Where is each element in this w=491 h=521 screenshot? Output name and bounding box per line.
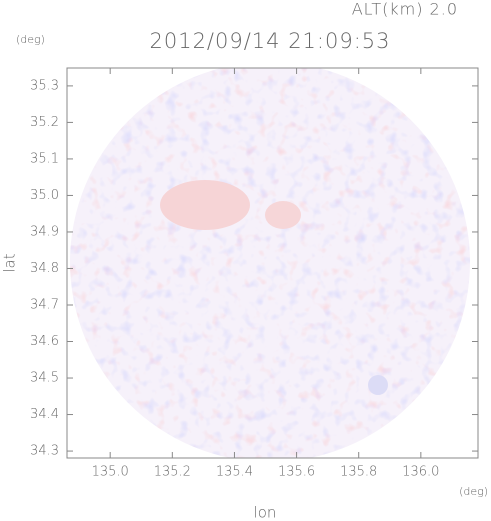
- x-tick-label: 135.2: [154, 465, 191, 480]
- y-tick-label: 35.2: [30, 115, 59, 130]
- y-tick-label: 35.3: [30, 78, 59, 93]
- y-axis-label: lat: [1, 253, 19, 272]
- y-tick-label: 34.8: [30, 261, 59, 276]
- x-tick-label: 135.6: [278, 465, 315, 480]
- y-tick-label: 34.4: [30, 407, 59, 422]
- y-tick-label: 34.9: [30, 224, 59, 239]
- y-tick-label: 35.0: [30, 188, 59, 203]
- x-axis-label: lon: [254, 504, 277, 521]
- chart-title: 2012/09/14 21:09:53: [149, 29, 390, 53]
- y-tick-label: 34.3: [30, 444, 59, 459]
- radar-field: [70, 68, 470, 458]
- y-tick-label: 34.6: [30, 334, 59, 349]
- y-tick-label: 34.5: [30, 371, 59, 386]
- x-tick-label: 135.4: [216, 465, 253, 480]
- y-tick-label: 34.7: [30, 297, 59, 312]
- x-tick-label: 135.0: [92, 465, 129, 480]
- y-tick-label: 35.1: [30, 151, 59, 166]
- x-tick-label: 136.0: [402, 465, 439, 480]
- y-unit: (deg): [16, 33, 45, 46]
- altitude-label: ALT(km) 2.0: [352, 0, 458, 19]
- x-tick-label: 135.8: [340, 465, 377, 480]
- plot-frame: [66, 67, 479, 459]
- x-unit: (deg): [459, 485, 488, 498]
